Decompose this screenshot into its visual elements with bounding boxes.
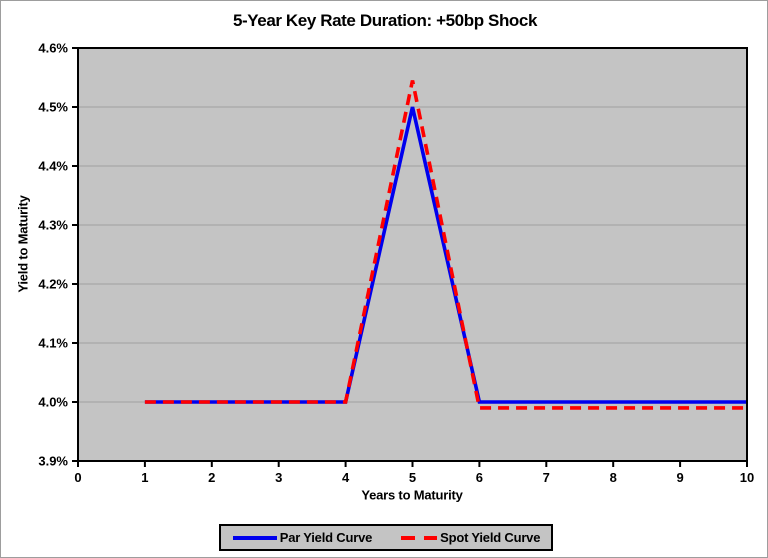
legend-label-spot: Spot Yield Curve (440, 530, 541, 545)
y-tick-label: 4.2% (38, 277, 68, 292)
plot-background (78, 48, 747, 461)
x-tick-label: 7 (543, 470, 550, 485)
x-tick-label: 5 (409, 470, 416, 485)
x-tick-label: 9 (676, 470, 683, 485)
x-axis-title: Years to Maturity (361, 487, 463, 503)
x-tick-label: 2 (208, 470, 215, 485)
y-axis-title: Yield to Maturity (15, 195, 31, 293)
y-tick-label: 4.6% (38, 41, 68, 56)
y-tick-label: 3.9% (38, 454, 68, 469)
x-tick-label: 6 (476, 470, 483, 485)
y-tick-label: 4.0% (38, 395, 68, 410)
legend-item-spot: Spot Yield Curve (400, 530, 540, 545)
x-tick-label: 10 (740, 470, 754, 485)
x-tick-label: 4 (342, 470, 350, 485)
series-line-spot (144, 80, 747, 410)
x-tick-label: 1 (141, 470, 148, 485)
y-tick-label: 4.4% (38, 159, 68, 174)
x-tick-label: 3 (275, 470, 282, 485)
x-tick-label: 0 (74, 470, 81, 485)
legend: Par Yield Curve Spot Yield Curve (219, 524, 553, 551)
x-tick-label: 8 (610, 470, 617, 485)
chart-title: 5-Year Key Rate Duration: +50bp Shock (232, 11, 538, 30)
par-line-sample-icon (232, 535, 277, 540)
y-tick-label: 4.5% (38, 100, 68, 115)
y-tick-label: 4.3% (38, 218, 68, 233)
legend-item-par: Par Yield Curve (232, 530, 372, 545)
legend-label-par: Par Yield Curve (279, 530, 373, 545)
spot-line-sample-icon (401, 535, 438, 540)
y-tick-label: 4.1% (38, 336, 68, 351)
